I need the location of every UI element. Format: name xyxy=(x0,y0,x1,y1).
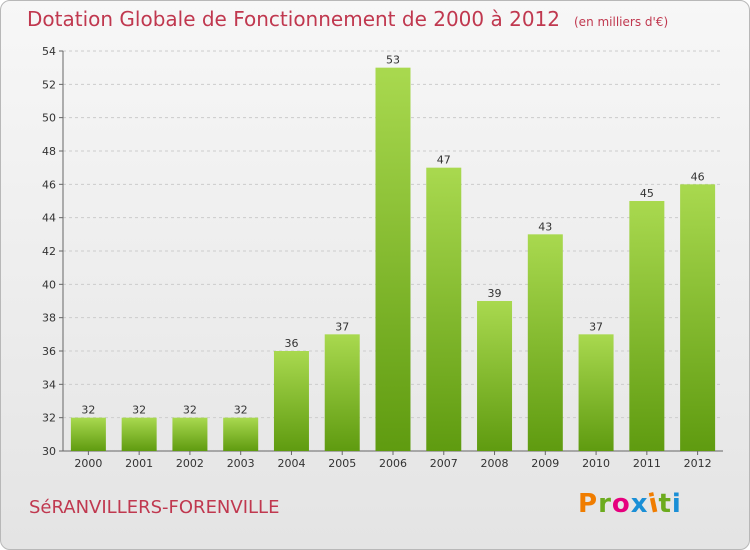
y-tick-label: 38 xyxy=(42,312,56,325)
y-tick-label: 40 xyxy=(42,278,56,291)
data-label: 45 xyxy=(640,187,654,200)
data-label: 47 xyxy=(437,154,451,167)
y-tick-label: 32 xyxy=(42,412,56,425)
bar-2011[interactable] xyxy=(629,201,665,451)
x-tick-label: 2008 xyxy=(481,457,509,470)
y-tick-label: 50 xyxy=(42,112,56,125)
bar-2009[interactable] xyxy=(527,234,563,451)
y-tick-label: 52 xyxy=(42,78,56,91)
bar-2005[interactable] xyxy=(324,334,360,451)
bar-2007[interactable] xyxy=(426,167,462,451)
x-tick-label: 2009 xyxy=(531,457,559,470)
x-tick-label: 2000 xyxy=(74,457,102,470)
data-label: 32 xyxy=(183,404,197,417)
data-label: 36 xyxy=(284,337,298,350)
data-label: 37 xyxy=(589,320,603,333)
data-label: 32 xyxy=(81,404,95,417)
commune-name: SéRANVILLERS-FORENVILLE xyxy=(29,497,280,518)
y-tick-label: 30 xyxy=(42,445,56,458)
y-tick-label: 44 xyxy=(42,212,56,225)
bar-2006[interactable] xyxy=(375,67,411,452)
labels: 30 32 34 36 38 40 42 44 46 48 50 52 54 2000 32 2001 32 20… xyxy=(42,45,712,470)
bar-2000[interactable] xyxy=(70,417,106,451)
x-tick-label: 2003 xyxy=(227,457,255,470)
x-tick-label: 2001 xyxy=(125,457,153,470)
x-tick-label: 2005 xyxy=(328,457,356,470)
x-tick-label: 2010 xyxy=(582,457,610,470)
x-tick-label: 2004 xyxy=(277,457,305,470)
logo-letter: P xyxy=(578,489,599,519)
y-tick-label: 48 xyxy=(42,145,56,158)
logo-letter: t xyxy=(658,489,672,519)
data-label: 32 xyxy=(234,404,248,417)
logo-letter: i xyxy=(671,489,682,519)
y-tick-label: 36 xyxy=(42,345,56,358)
data-label: 39 xyxy=(488,287,502,300)
x-tick-label: 2012 xyxy=(684,457,712,470)
bar-2010[interactable] xyxy=(578,334,614,451)
bar-2004[interactable] xyxy=(273,351,309,451)
chart-subtitle: (en milliers d'€) xyxy=(574,15,669,29)
bar-2008[interactable] xyxy=(477,301,513,451)
data-label: 37 xyxy=(335,320,349,333)
data-label: 53 xyxy=(386,54,400,67)
x-tick-label: 2006 xyxy=(379,457,407,470)
data-label: 46 xyxy=(691,170,705,183)
proxiti-logo[interactable]: Proxiti xyxy=(578,488,682,519)
title-row: Dotation Globale de Fonctionnement de 20… xyxy=(27,7,668,31)
logo-letter: o xyxy=(611,489,631,519)
data-label: 43 xyxy=(538,220,552,233)
data-label: 32 xyxy=(132,404,146,417)
x-tick-label: 2007 xyxy=(430,457,458,470)
bar-2001[interactable] xyxy=(121,417,157,451)
x-tick-label: 2011 xyxy=(633,457,661,470)
y-tick-label: 42 xyxy=(42,245,56,258)
y-tick-label: 46 xyxy=(42,178,56,191)
bar-2012[interactable] xyxy=(680,184,716,452)
logo-letter: r xyxy=(598,489,612,519)
y-tick-label: 54 xyxy=(42,45,56,58)
bar-2003[interactable] xyxy=(223,417,259,451)
x-tick-label: 2002 xyxy=(176,457,204,470)
bars xyxy=(70,67,716,452)
y-tick-label: 34 xyxy=(42,378,56,391)
bar-2002[interactable] xyxy=(172,417,208,451)
logo-letter: x xyxy=(630,489,649,519)
chart-title: Dotation Globale de Fonctionnement de 20… xyxy=(27,7,560,31)
